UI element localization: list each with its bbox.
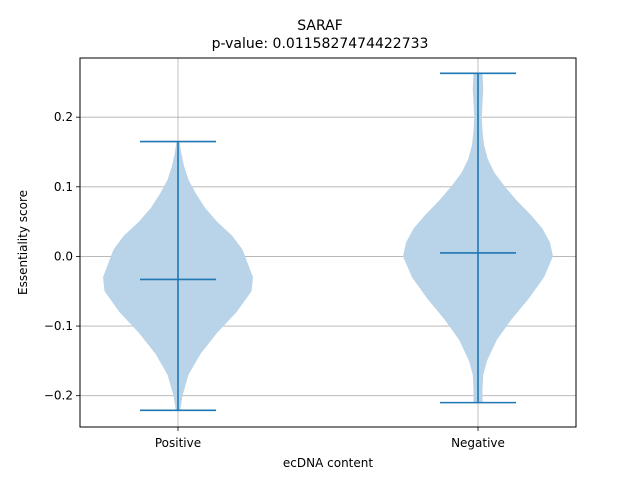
x-axis-label: ecDNA content [283,456,373,470]
chart-subtitle: p-value: 0.0115827474422733 [211,36,429,52]
y-tick-label: −0.2 [44,389,73,403]
y-tick-label: 0.1 [54,180,73,194]
violin-lines [140,72,516,412]
violin-bodies [103,73,553,411]
x-tick-label: Positive [155,436,201,450]
x-tick-label: Negative [451,436,505,450]
y-tick-label: 0.2 [54,110,73,124]
y-tick-label: −0.1 [44,319,73,333]
chart-title: SARAF [297,18,343,34]
y-tick-label: 0.0 [54,249,73,263]
plot-frame [79,57,577,428]
y-axis-label: Essentiality score [16,190,30,295]
tick-layer: −0.2 −0.1 0.0 0.1 0.2 Positive Negative [44,110,505,450]
